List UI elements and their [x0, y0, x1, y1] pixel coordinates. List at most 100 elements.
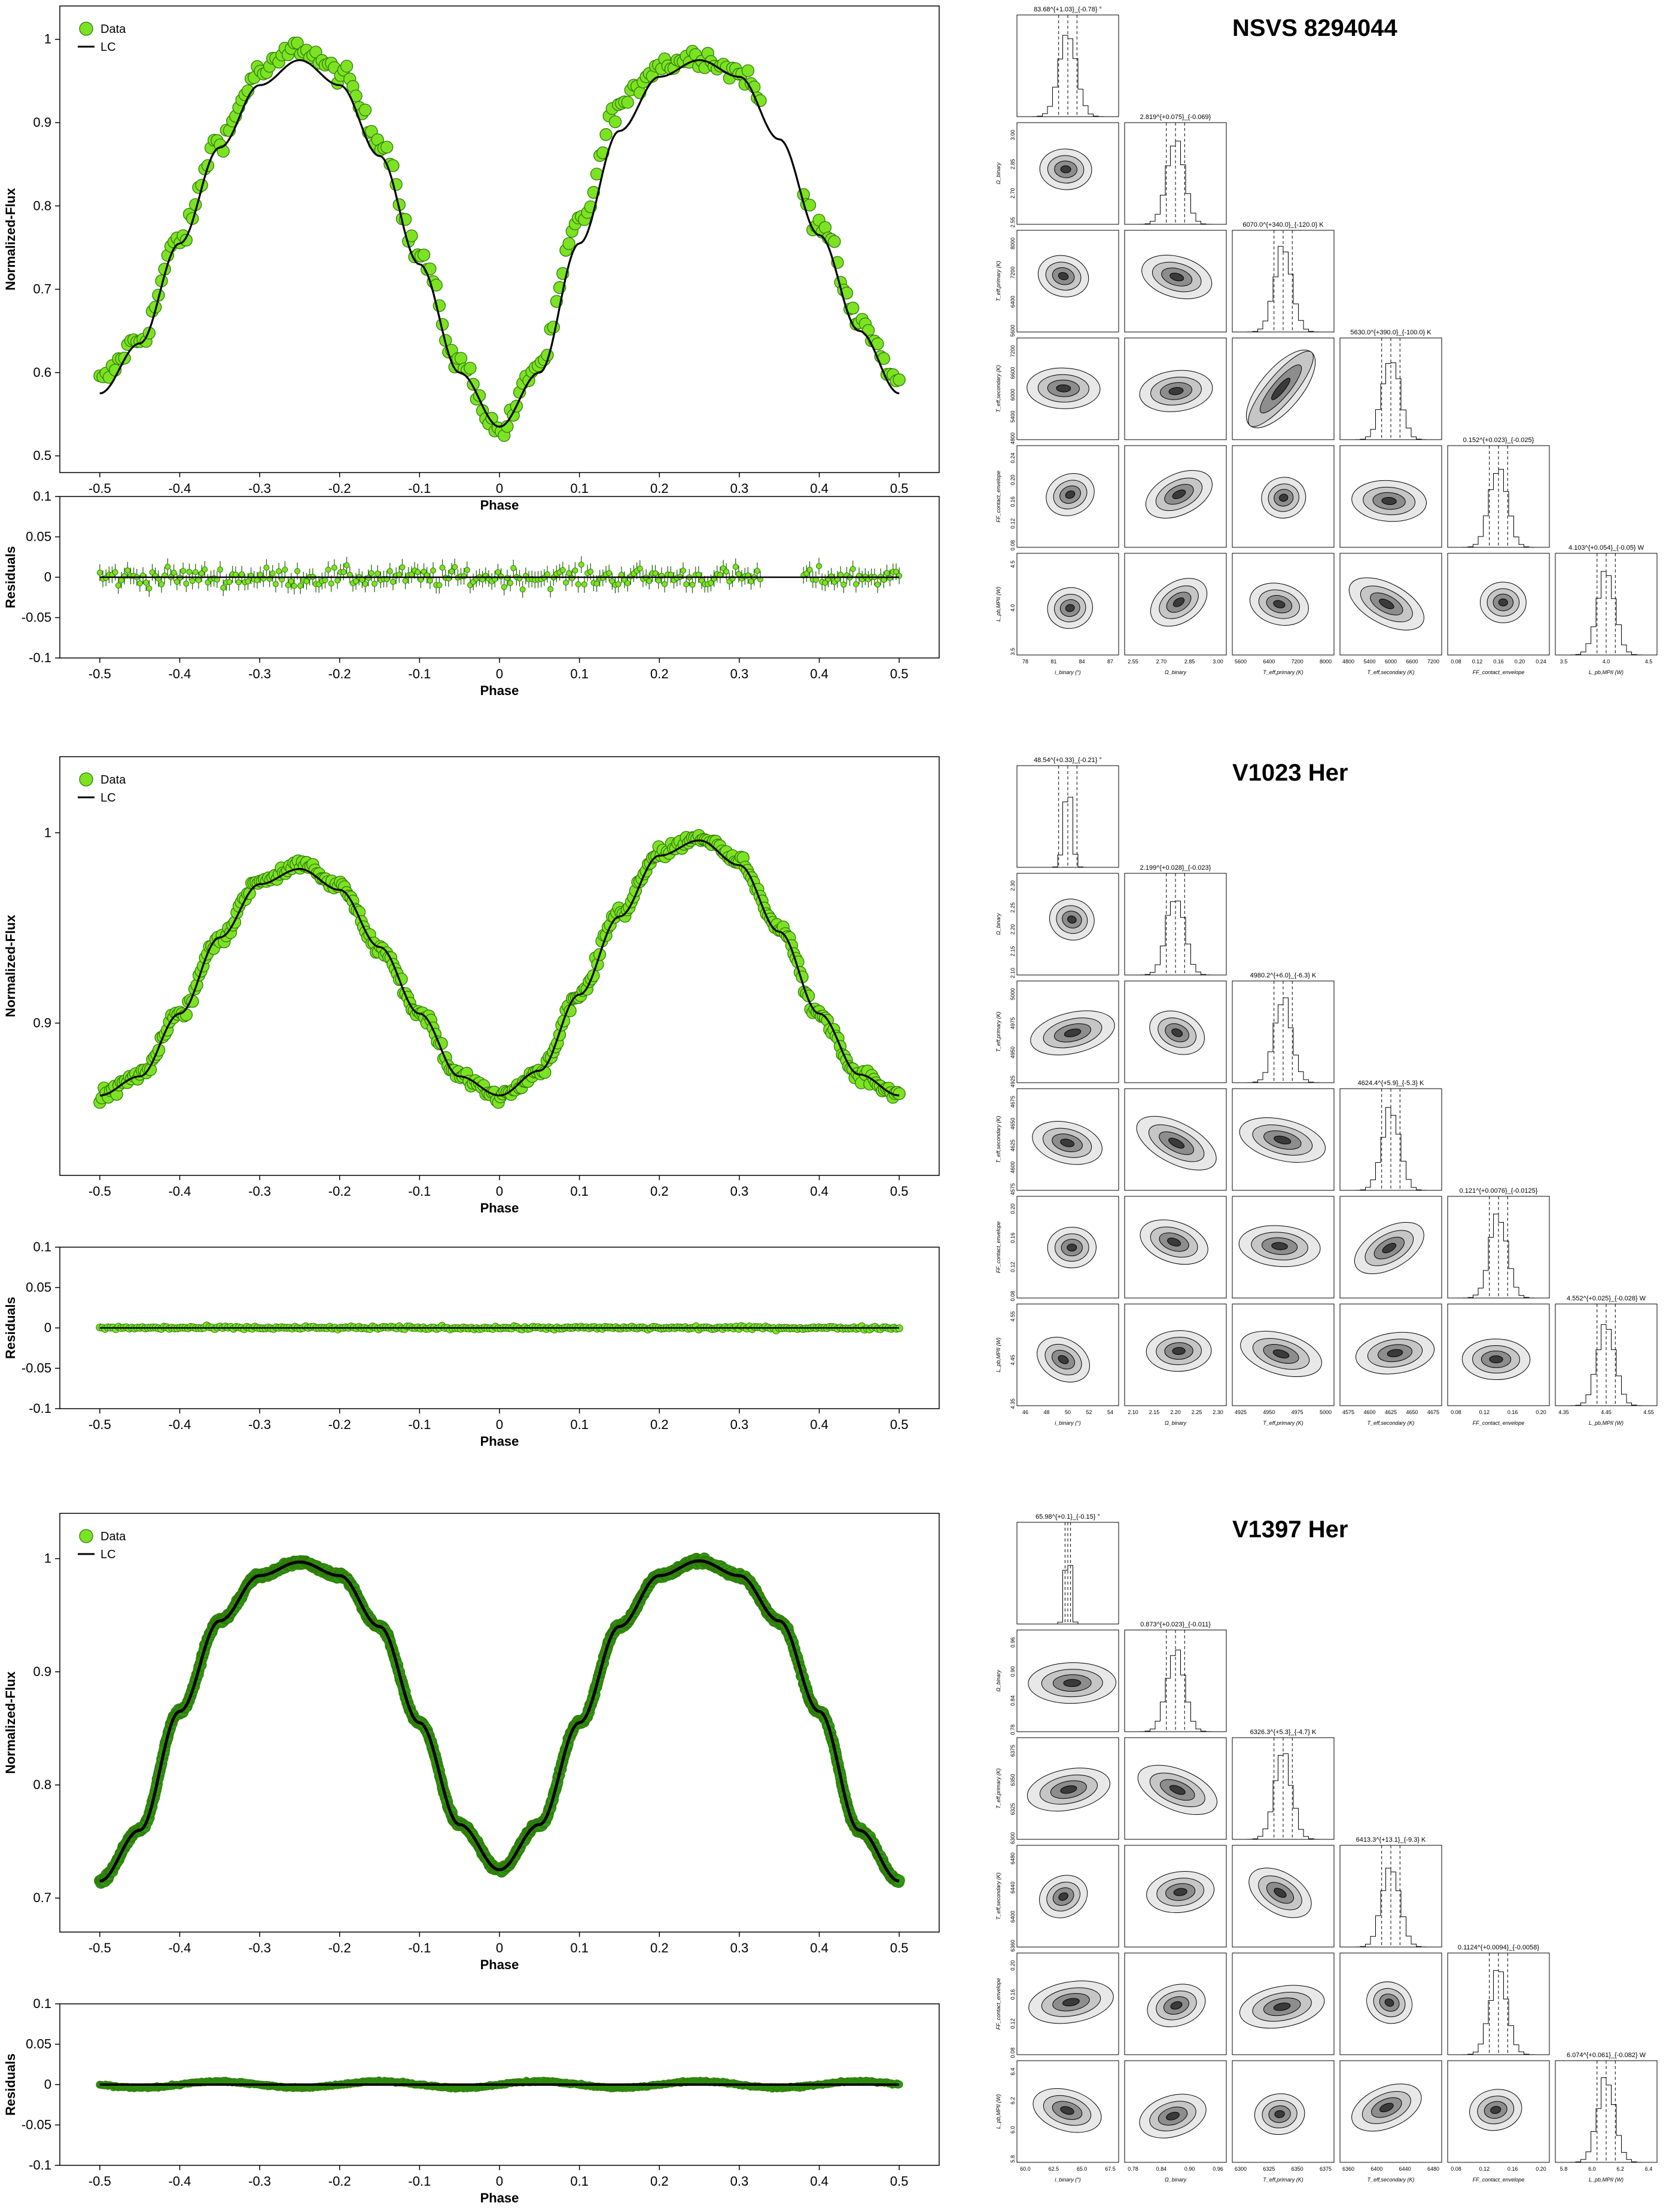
legend-data-marker — [79, 772, 93, 787]
hist-header: 83.68^{+1.03}_{-0.78} ° — [1034, 6, 1102, 13]
hist-header: 4624.4^{+5.9}_{-5.3} K — [1358, 1080, 1424, 1087]
corner-contour-level — [1067, 1244, 1077, 1252]
residual-point — [331, 565, 337, 571]
residual-point — [449, 568, 455, 575]
residual-point — [415, 569, 421, 575]
corner-xtick-label: 0.16 — [1507, 1409, 1518, 1415]
res-ytick-label: 0.1 — [33, 1239, 51, 1254]
res-xtick-label: 0.4 — [810, 2174, 829, 2189]
res-xtick-label: 0.3 — [730, 666, 749, 681]
data-point — [179, 233, 193, 247]
corner-ytick-label: 0.16 — [1010, 496, 1016, 507]
corner-xlabel: L_pb,MPII (W) — [1589, 1420, 1624, 1426]
residual-point — [322, 577, 328, 583]
residual-point — [96, 569, 103, 576]
res-xtick-label: -0.5 — [89, 1417, 111, 1432]
residual-point — [436, 582, 443, 589]
corner-contour-level — [1379, 598, 1394, 610]
residual-point — [732, 563, 739, 570]
corner-histogram: 4980.2^{+6.0}_{-6.3} K — [1232, 972, 1335, 1083]
residual-point — [495, 569, 501, 575]
lc-xlabel: Phase — [480, 1957, 519, 1972]
residual-point — [189, 578, 196, 584]
residual-point — [239, 571, 245, 578]
data-point — [846, 301, 860, 315]
corner-xtick-label: 78 — [1022, 659, 1028, 665]
res-xtick-label: 0.5 — [890, 2174, 909, 2189]
residual-point — [575, 581, 581, 587]
corner-ytick-label: 4950 — [1010, 1046, 1016, 1058]
residual-point — [180, 568, 187, 574]
residual-point — [498, 573, 504, 580]
lc-ytick-label: 0.5 — [33, 448, 51, 463]
corner-contour-level — [1172, 1347, 1186, 1355]
data-point — [464, 361, 477, 375]
lc-xtick-label: 0.2 — [650, 1184, 669, 1199]
corner-ytick-label: 2.85 — [1010, 159, 1016, 170]
residual-point — [636, 565, 643, 572]
residual-point — [220, 584, 227, 591]
residual-point — [399, 564, 406, 571]
lc-ylabel: Normalized-Flux — [3, 915, 18, 1017]
hist-header: 0.152^{+0.023}_{-0.025} — [1463, 437, 1534, 444]
data-point — [596, 146, 610, 160]
corner-xtick-label: 3.5 — [1560, 659, 1568, 665]
corner-ytick-label: 8000 — [1010, 237, 1016, 249]
corner-ytick-label: 2.20 — [1010, 924, 1016, 935]
res-xtick-label: 0.4 — [810, 666, 829, 681]
res-xtick-label: -0.3 — [248, 1417, 271, 1432]
residual-point — [217, 566, 224, 573]
residual-point — [282, 566, 288, 573]
model-curve — [99, 1559, 900, 1883]
corner-xtick-label: 52 — [1086, 1409, 1092, 1415]
residual-point — [566, 570, 572, 577]
hist-header: 4.103^{+0.054}_{-0.05} W — [1568, 544, 1644, 552]
corner-ytick-label: 4925 — [1010, 1075, 1016, 1087]
lc-xtick-label: 0.4 — [810, 481, 829, 496]
data-point — [893, 373, 906, 386]
residual-point — [386, 568, 393, 574]
corner-ytick-label: 2.55 — [1010, 217, 1016, 228]
residual-point — [680, 568, 687, 574]
residual-point — [199, 570, 205, 577]
residual-point — [146, 585, 153, 592]
corner-xlabel: T_eff,primary (K) — [1263, 669, 1303, 675]
residual-point — [655, 577, 662, 584]
residual-point — [186, 569, 193, 575]
corner-ytick-label: 5000 — [1010, 988, 1016, 1000]
corner-xtick-label: 2.10 — [1128, 1409, 1138, 1415]
res-ytick-label: -0.1 — [29, 1401, 51, 1416]
legend-model-label: LC — [100, 1548, 116, 1561]
data-point — [562, 237, 575, 250]
corner-xlabel: L_pb,MPII (W) — [1589, 669, 1624, 675]
residual-point — [695, 571, 702, 578]
legend-data-label: Data — [100, 23, 126, 36]
res-ytick-label: -0.05 — [22, 2117, 51, 2132]
corner-contour-level — [1065, 604, 1075, 613]
hist-header: 4980.2^{+6.0}_{-6.3} K — [1250, 972, 1317, 979]
residual-point — [754, 568, 760, 574]
data-point — [828, 235, 841, 248]
res-xtick-label: 0.1 — [570, 666, 589, 681]
corner-ylabel: Ω_binary — [995, 162, 1001, 184]
residual-point — [504, 575, 510, 581]
residual-point — [288, 578, 294, 584]
lc-ytick-label: 1 — [44, 1551, 51, 1566]
legend-data-marker — [79, 22, 93, 36]
res-xtick-label: 0 — [496, 666, 503, 681]
residual-point — [578, 561, 584, 568]
residual-point — [625, 580, 631, 587]
lc-ylabel: Normalized-Flux — [3, 1671, 18, 1774]
corner-xtick-label: 5400 — [1363, 659, 1375, 665]
residual-point — [276, 568, 282, 575]
legend-data-label: Data — [100, 1530, 126, 1543]
residual-point — [136, 580, 143, 587]
residual-point — [170, 569, 177, 576]
lc-xtick-label: -0.5 — [89, 481, 111, 496]
corner-contour: 2.102.152.202.252.30Ω_binary — [995, 873, 1119, 979]
corner-xtick-label: 0.08 — [1451, 1409, 1461, 1415]
